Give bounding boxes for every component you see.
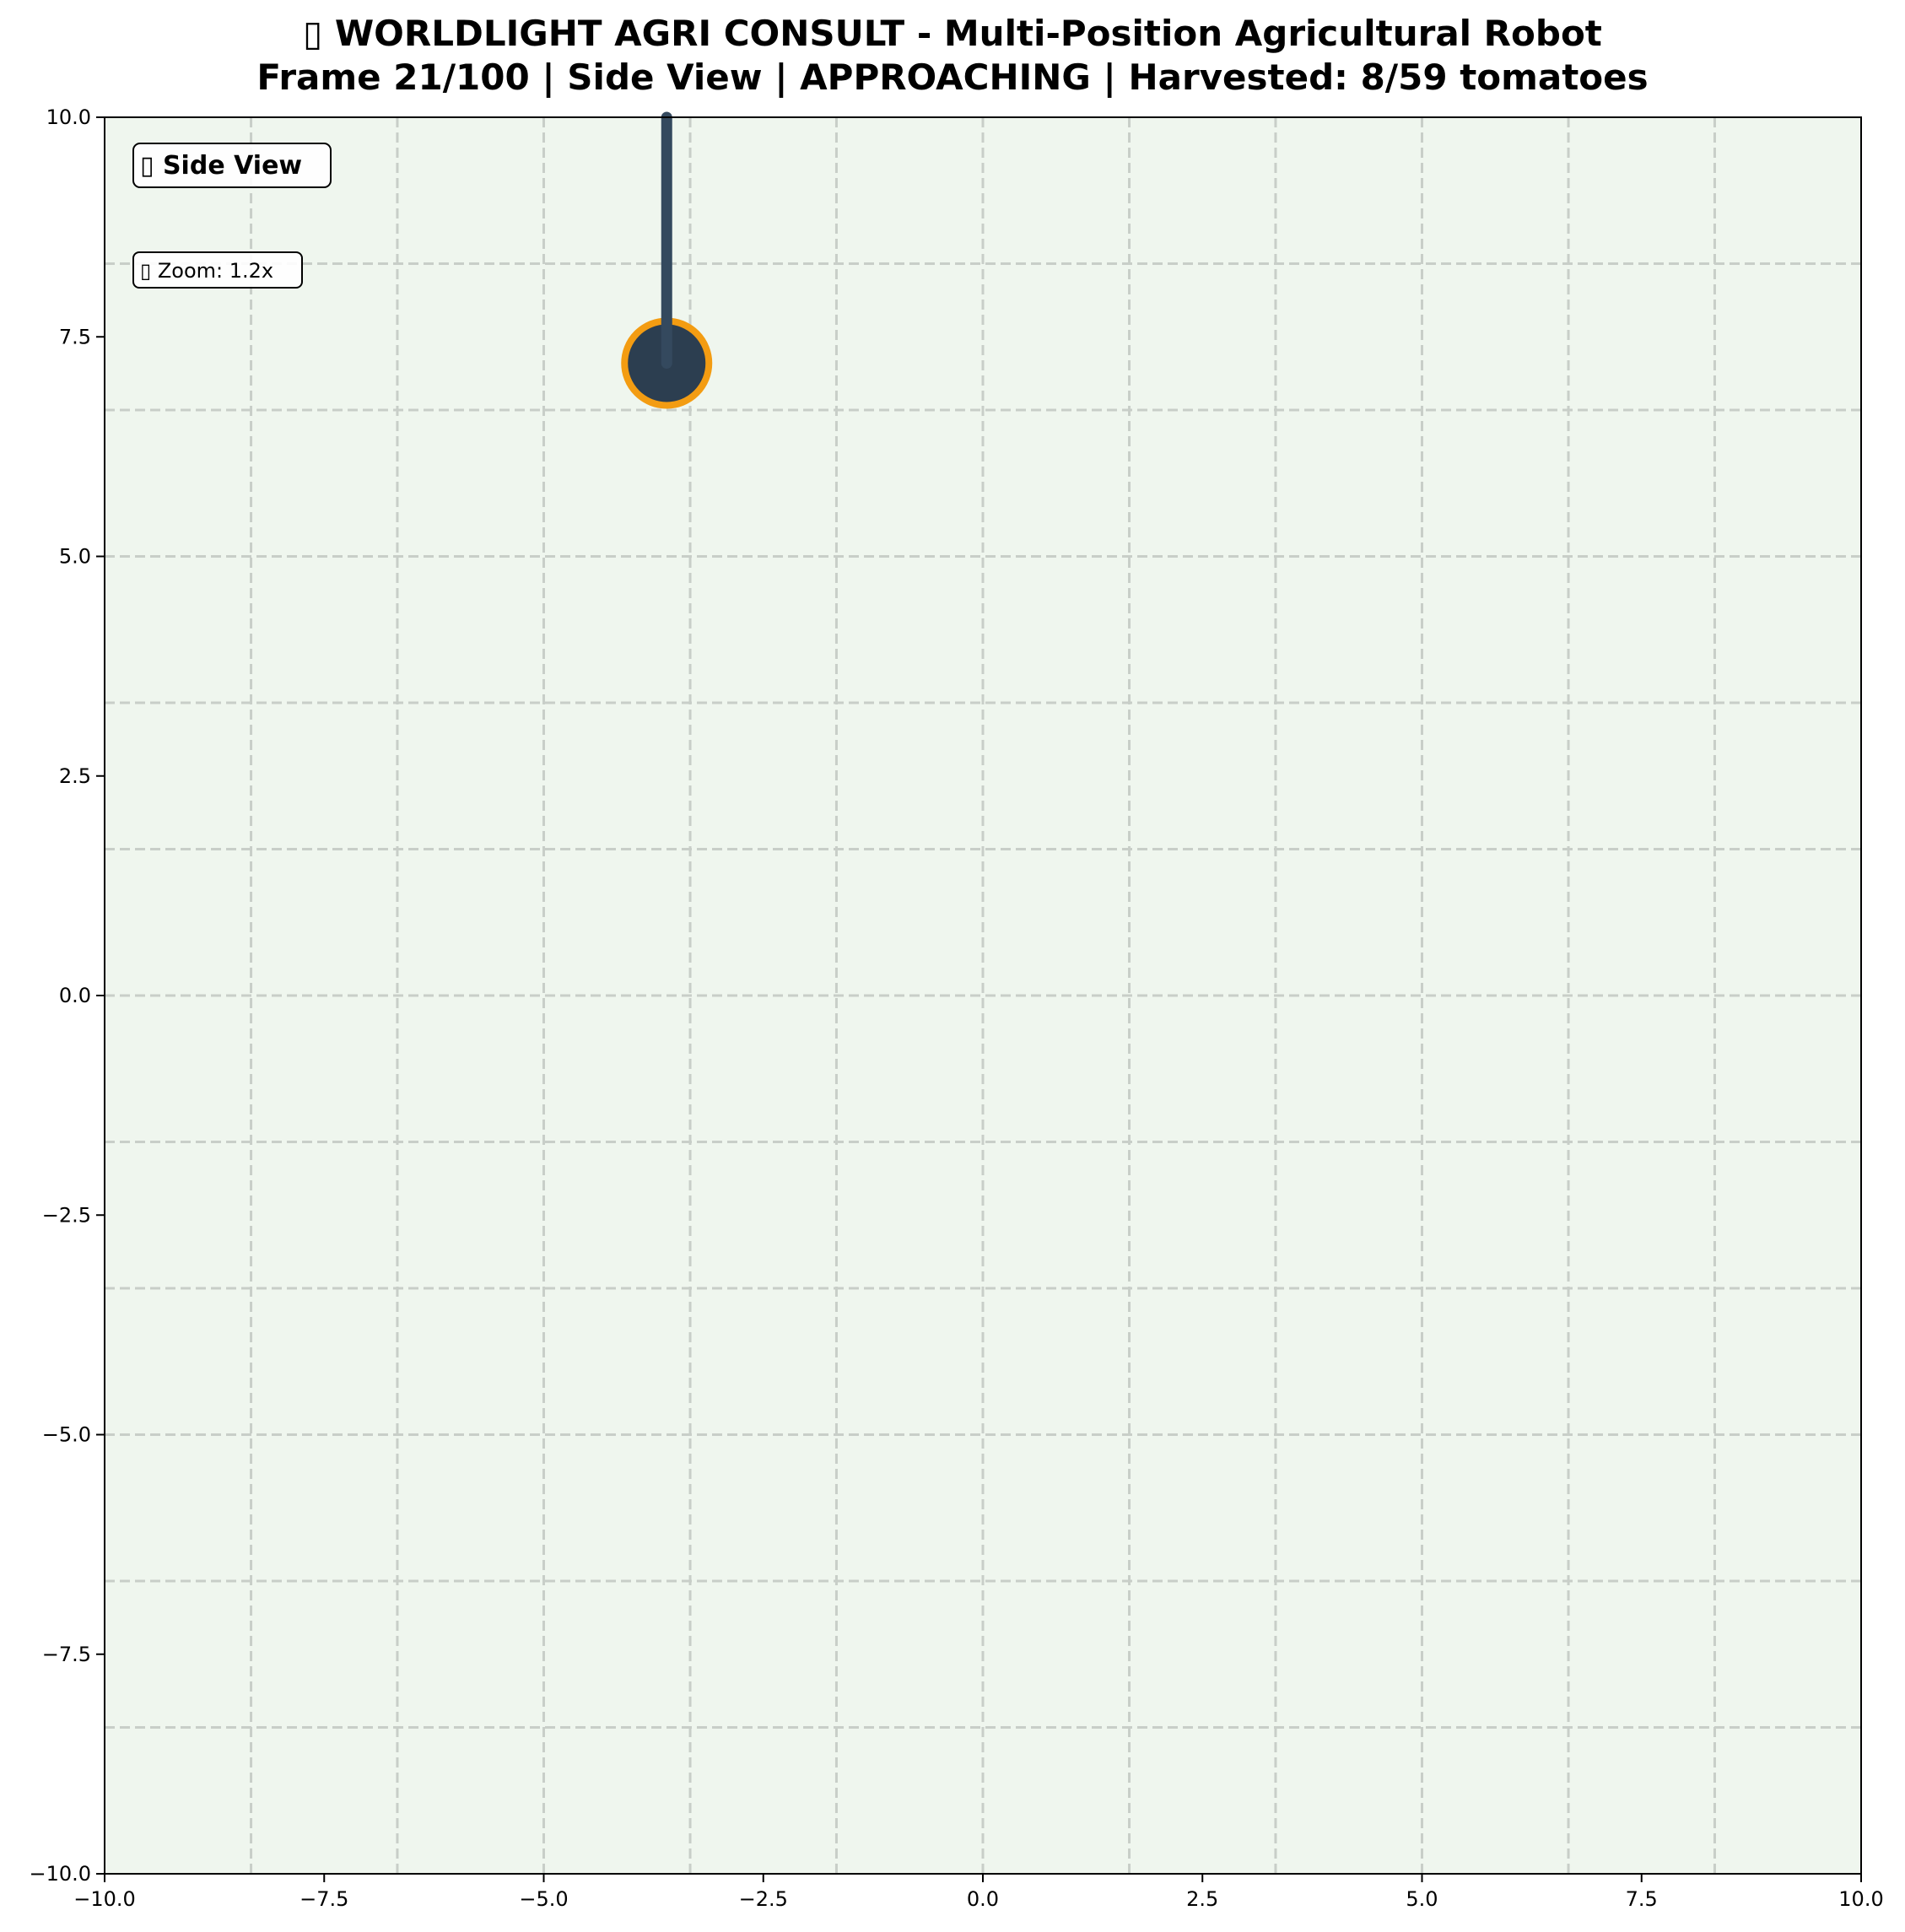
x-tick-label: 7.5 [1626, 1887, 1658, 1911]
grid [105, 117, 1861, 1874]
x-tick-label: 5.0 [1406, 1887, 1438, 1911]
chart-title-line2: Frame 21/100 | Side View | APPROACHING |… [256, 57, 1649, 98]
x-tick-label: 10.0 [1838, 1887, 1883, 1911]
y-tick-label: −7.5 [42, 1643, 91, 1666]
x-tick-label: 0.0 [967, 1887, 999, 1911]
x-tick-label: −7.5 [300, 1887, 348, 1911]
x-tick-label: −10.0 [73, 1887, 136, 1911]
chart-title: ▯ WORLDLIGHT AGRI CONSULT - Multi-Positi… [0, 12, 1905, 100]
x-tick-label: 2.5 [1186, 1887, 1218, 1911]
zoom-label-box: ▯ Zoom: 1.2x [132, 251, 303, 289]
view-label: ▯ Side View [140, 151, 302, 181]
zoom-label: ▯ Zoom: 1.2x [140, 259, 273, 283]
x-tick-label: −2.5 [739, 1887, 788, 1911]
y-tick-label: 2.5 [59, 764, 91, 788]
chart-title-line1: ▯ WORLDLIGHT AGRI CONSULT - Multi-Positi… [303, 13, 1602, 54]
robot-marks [621, 111, 713, 409]
x-tick-label: −5.0 [519, 1887, 568, 1911]
axis-ticks: −10.0 −7.5 −5.0 −2.5 0.0 2.5 5.0 7.5 10.0 −10.0 −7… [29, 105, 1883, 1911]
y-tick-label: −10.0 [29, 1862, 91, 1886]
y-tick-label: 5.0 [59, 545, 91, 569]
y-tick-label: −5.0 [42, 1423, 91, 1447]
plot-frame [104, 116, 1862, 1875]
y-tick-label: 7.5 [59, 325, 91, 348]
y-tick-label: 10.0 [46, 105, 91, 129]
view-label-box: ▯ Side View [132, 143, 332, 188]
y-tick-label: −2.5 [42, 1203, 91, 1227]
y-tick-label: 0.0 [59, 984, 91, 1007]
